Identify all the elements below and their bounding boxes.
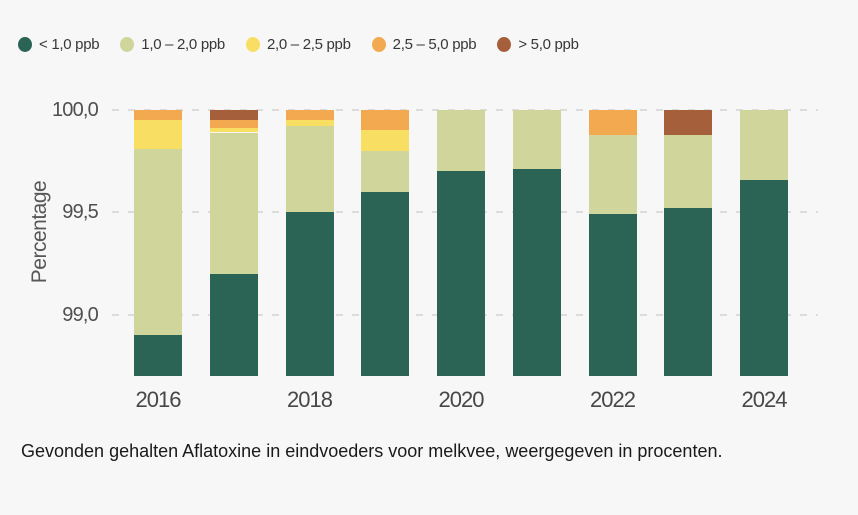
legend-dot-icon bbox=[120, 37, 135, 52]
bar-segment bbox=[209, 128, 258, 133]
legend-item-label: 1,0 – 2,0 ppb bbox=[141, 36, 225, 53]
bar-segment bbox=[588, 214, 637, 376]
bar-segment bbox=[134, 335, 182, 376]
bar-segment bbox=[588, 134, 637, 215]
x-tick-label: 2018 bbox=[287, 387, 333, 412]
legend-dot-icon bbox=[371, 37, 386, 52]
legend-item-label: 2,0 – 2,5 ppb bbox=[266, 36, 351, 53]
y-axis-title: Percentage bbox=[28, 180, 51, 284]
bar-segment bbox=[437, 171, 485, 376]
legend-item-label: < 1,0 ppb bbox=[39, 36, 100, 53]
y-tick-label: 99,0 bbox=[62, 303, 99, 326]
y-tick-label: 100,0 bbox=[51, 99, 99, 121]
chart-legend: < 1,0 ppb 1,0 – 2,0 ppb 2,0 – 2,5 ppb 2,… bbox=[18, 36, 579, 53]
legend-item: 2,0 – 2,5 ppb bbox=[245, 36, 351, 53]
x-tick-label: 2024 bbox=[741, 387, 788, 412]
bar-segment bbox=[740, 110, 788, 180]
legend-dot-icon bbox=[497, 37, 512, 52]
legend-dot-icon bbox=[18, 37, 32, 52]
bar-segment bbox=[134, 148, 182, 336]
bar-segment bbox=[285, 126, 334, 213]
legend-dot-icon bbox=[245, 37, 260, 52]
bar-segment bbox=[361, 110, 410, 131]
bar-segment bbox=[285, 120, 334, 127]
bar-segment bbox=[512, 110, 561, 170]
bar-segment bbox=[664, 110, 713, 135]
bar-segment bbox=[209, 120, 258, 129]
bar-segment bbox=[361, 191, 410, 376]
x-tick-label: 2020 bbox=[438, 387, 485, 412]
legend-item: < 1,0 ppb bbox=[18, 36, 100, 53]
y-tick-label: 99,5 bbox=[62, 201, 99, 224]
bar-segment bbox=[134, 120, 182, 149]
bar-segment bbox=[361, 130, 410, 151]
bar-segment bbox=[209, 273, 258, 376]
bar-segment bbox=[588, 110, 637, 135]
x-tick-label: 2016 bbox=[135, 387, 182, 412]
bar-segment bbox=[664, 134, 713, 209]
legend-item: 2,5 – 5,0 ppb bbox=[371, 36, 477, 53]
chart-caption: Gevonden gehalten Aflatoxine in eindvoed… bbox=[21, 441, 723, 461]
legend-item-label: 2,5 – 5,0 ppb bbox=[392, 36, 477, 53]
bar-segment bbox=[437, 110, 485, 172]
bar-segment bbox=[209, 110, 258, 121]
x-tick-label: 2022 bbox=[590, 387, 636, 412]
legend-item: 1,0 – 2,0 ppb bbox=[120, 36, 225, 53]
plot-area bbox=[112, 100, 818, 376]
legend-item-label: > 5,0 ppb bbox=[518, 36, 579, 53]
bar-segment bbox=[512, 169, 561, 376]
bar-segment bbox=[361, 150, 410, 192]
bar-segment bbox=[285, 110, 334, 121]
bar-segment bbox=[134, 110, 182, 121]
legend-item: > 5,0 ppb bbox=[497, 36, 579, 53]
bar-segment bbox=[209, 132, 258, 274]
bar-segment bbox=[740, 179, 788, 376]
bar-segment bbox=[664, 208, 713, 376]
bar-segment bbox=[285, 212, 334, 376]
